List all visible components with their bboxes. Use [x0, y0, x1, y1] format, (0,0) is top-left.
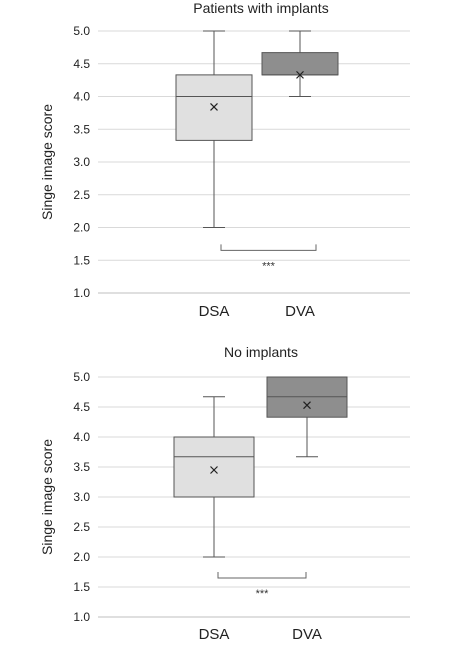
- mean-marker: [296, 70, 304, 79]
- box-dva: [266, 376, 348, 458]
- y-tick-label: 4.0: [73, 430, 90, 444]
- significance-bracket: [217, 572, 307, 579]
- mean-marker: [210, 103, 218, 111]
- y-tick-label: 1.0: [73, 286, 90, 300]
- y-tick-label: 2.5: [73, 188, 90, 202]
- box-dsa: [173, 396, 255, 558]
- box-dsa: [175, 30, 253, 228]
- mean-marker: [303, 401, 311, 410]
- y-tick-label: 3.5: [73, 460, 90, 474]
- y-tick-label: 2.0: [73, 550, 90, 564]
- x-category-label: DVA: [285, 303, 315, 320]
- x-category-label: DSA: [199, 303, 230, 320]
- y-tick-label: 1.5: [73, 580, 90, 594]
- significance-bracket: [220, 244, 317, 251]
- x-category-label: DSA: [199, 626, 230, 643]
- significance-label: ***: [256, 588, 270, 600]
- chart-title: No implants: [224, 344, 298, 360]
- y-tick-label: 4.0: [73, 90, 90, 104]
- y-axis-label: Singe image score: [39, 104, 55, 220]
- chart-1: Patients with implants Singe image score 1…: [39, 0, 410, 320]
- significance-label: ***: [262, 260, 276, 272]
- chart-2: No implants Singe image score 1.0 1.5 2.0 2.5…: [39, 344, 410, 643]
- y-tick-label: 3.0: [73, 155, 90, 169]
- y-tick-label: 3.5: [73, 122, 90, 136]
- chart-title: Patients with implants: [193, 0, 328, 16]
- x-category-label: DVA: [292, 626, 322, 643]
- y-tick-label: 1.5: [73, 253, 90, 267]
- box-dva: [261, 30, 339, 97]
- y-axis-label: Singe image score: [39, 439, 55, 555]
- y-tick-label: 5.0: [73, 24, 90, 38]
- y-tick-label: 1.0: [73, 610, 90, 624]
- y-tick-label: 2.5: [73, 520, 90, 534]
- iqr-box: [173, 436, 255, 498]
- iqr-box: [261, 52, 339, 76]
- y-tick-label: 3.0: [73, 490, 90, 504]
- y-tick-label: 4.5: [73, 57, 90, 71]
- mean-marker: [210, 466, 218, 474]
- y-tick-label: 5.0: [73, 370, 90, 384]
- y-tick-label: 2.0: [73, 221, 90, 235]
- y-tick-label: 4.5: [73, 400, 90, 414]
